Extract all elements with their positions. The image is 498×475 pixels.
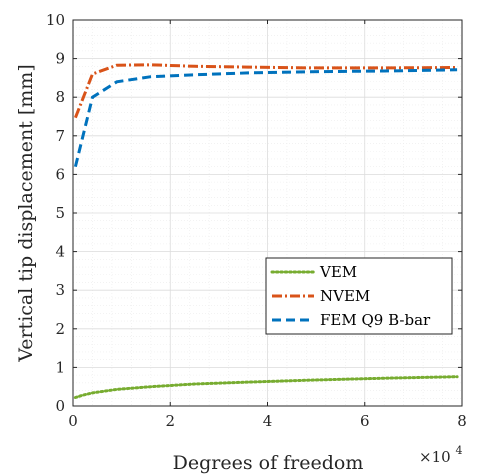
y-tick-label: 4 <box>55 243 65 261</box>
x-multiplier-exponent: 4 <box>455 444 462 457</box>
y-tick-label: 5 <box>55 204 65 222</box>
x-axis-label: Degrees of freedom <box>173 452 364 474</box>
series-lines <box>73 63 459 399</box>
y-tick-label: 3 <box>55 281 65 299</box>
x-tick-label: 8 <box>457 412 467 430</box>
y-tick-label: 10 <box>46 11 65 29</box>
y-tick-label: 2 <box>55 320 65 338</box>
legend-label-2: NVEM <box>320 287 370 305</box>
x-tick-label: 4 <box>263 412 273 430</box>
x-tick-label: 0 <box>68 412 78 430</box>
y-tick-label: 1 <box>55 358 65 376</box>
x-tick-label: 2 <box>165 412 175 430</box>
axis-ticks: 0 2 4 6 8 0 1 2 3 4 5 6 7 8 9 10 <box>46 11 467 430</box>
series-line-3 <box>73 68 458 168</box>
series-line-1 <box>73 375 459 399</box>
series-line-2 <box>74 63 458 119</box>
x-multiplier-base: ×10 <box>419 448 451 466</box>
y-tick-label: 8 <box>55 88 65 106</box>
y-tick-label: 0 <box>55 397 65 415</box>
y-tick-label: 9 <box>55 50 65 68</box>
legend: VEM NVEM FEM Q9 B-bar <box>265 257 453 335</box>
x-tick-label: 6 <box>360 412 370 430</box>
x-axis-multiplier: ×10 4 <box>419 444 462 466</box>
y-axis-label: Vertical tip displacement [mm] <box>15 64 37 363</box>
y-tick-label: 7 <box>55 127 65 145</box>
y-tick-label: 6 <box>55 165 65 183</box>
grid <box>72 19 463 407</box>
legend-label-1: VEM <box>319 263 357 281</box>
legend-label-3: FEM Q9 B-bar <box>320 311 431 329</box>
